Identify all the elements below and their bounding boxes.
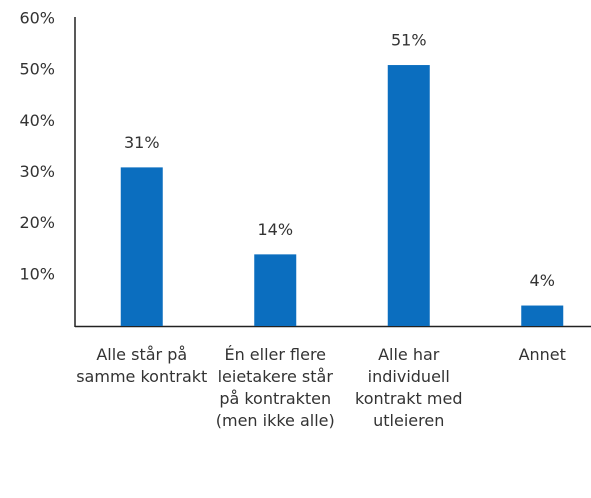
- x-tick-label: Annet: [518, 345, 566, 364]
- bar: [254, 254, 297, 326]
- x-tick-label: Alle står på samme kontrakt: [76, 345, 208, 386]
- bar: [521, 305, 564, 326]
- y-tick-label: 20%: [19, 213, 55, 232]
- x-tick-label: Alle har individuell kontrakt med utleie…: [355, 345, 463, 430]
- x-tick-label: Én eller flere leietakere står på kontra…: [215, 345, 335, 430]
- value-label: 14%: [257, 220, 293, 239]
- bar: [387, 65, 430, 327]
- y-tick-label: 60%: [19, 9, 55, 28]
- value-label: 4%: [530, 271, 555, 290]
- value-label: 51%: [391, 31, 427, 50]
- value-label: 31%: [124, 133, 160, 152]
- bar: [120, 167, 163, 326]
- y-tick-label: 30%: [19, 162, 55, 181]
- y-tick-label: 40%: [19, 111, 55, 130]
- y-tick-label: 50%: [19, 60, 55, 79]
- y-tick-label: 10%: [19, 264, 55, 283]
